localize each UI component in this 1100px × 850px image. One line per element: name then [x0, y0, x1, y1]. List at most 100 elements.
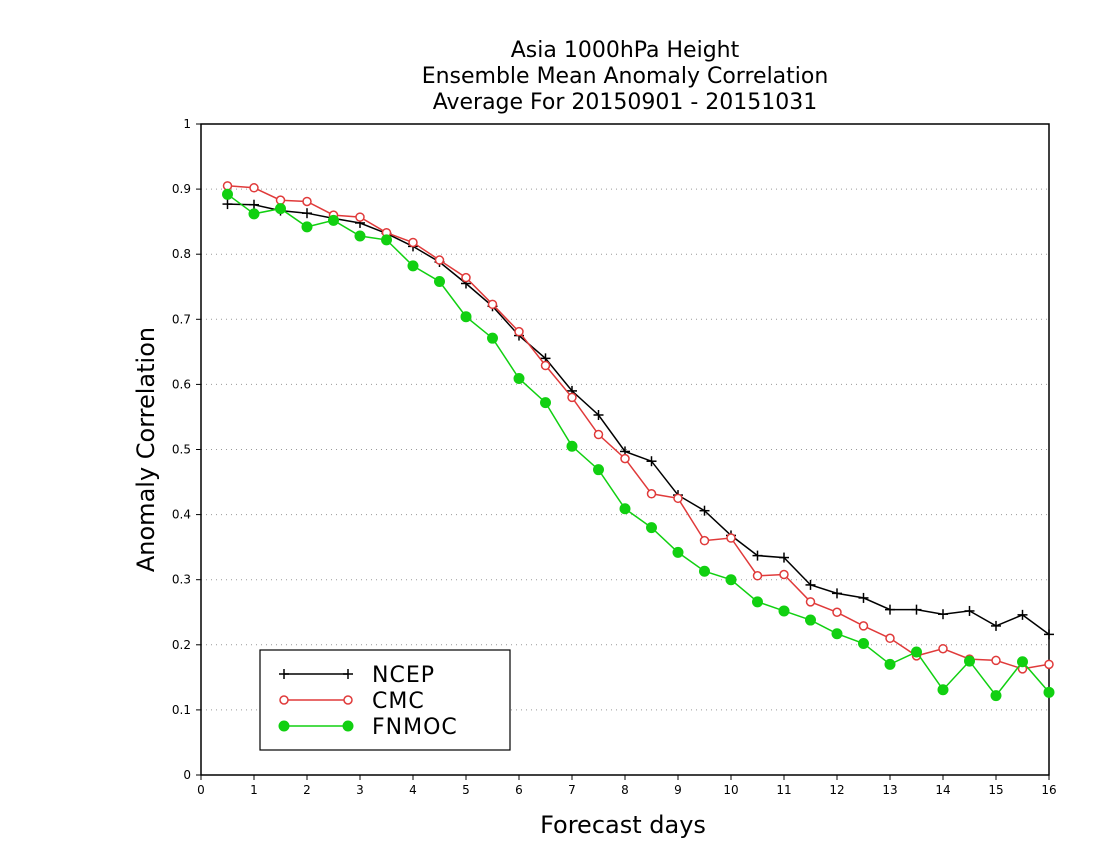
data-point	[301, 221, 313, 233]
data-point	[249, 199, 259, 210]
x-tick-label: 7	[568, 783, 576, 797]
data-point	[620, 453, 630, 464]
data-point	[460, 311, 472, 323]
x-tick-label: 11	[776, 783, 791, 797]
data-point	[343, 669, 353, 679]
data-point	[778, 605, 790, 617]
data-point	[699, 505, 710, 516]
data-point	[858, 592, 869, 603]
data-point	[779, 569, 789, 580]
data-point	[991, 655, 1001, 666]
data-point	[279, 669, 289, 679]
legend-entry-fnmoc: FNMOC	[278, 715, 458, 740]
data-point	[725, 574, 737, 586]
legend-label: CMC	[372, 689, 425, 714]
y-tick-label: 1	[183, 117, 191, 131]
data-point	[248, 208, 260, 220]
data-point	[540, 360, 551, 371]
x-tick-label: 0	[197, 783, 205, 797]
data-point	[832, 588, 842, 599]
x-tick-label: 4	[409, 783, 417, 797]
data-point	[343, 695, 353, 705]
y-tick-label: 0.3	[172, 573, 191, 587]
chart-title-line-2: Ensemble Mean Anomaly Correlation	[421, 64, 829, 89]
x-tick-label: 15	[988, 783, 1003, 797]
x-tick-label: 13	[882, 783, 897, 797]
y-tick-label: 0.5	[172, 443, 191, 457]
series-line	[227, 185, 1050, 670]
data-point	[249, 183, 259, 193]
data-point	[673, 493, 683, 504]
legend-entry-ncep: NCEP	[279, 663, 435, 688]
data-point	[779, 552, 789, 563]
data-point	[646, 456, 657, 467]
data-point	[222, 199, 233, 210]
legend-label: FNMOC	[372, 715, 458, 740]
data-point	[540, 397, 551, 409]
data-point	[752, 550, 763, 561]
data-point	[911, 646, 922, 658]
y-tick-label: 0.4	[172, 508, 191, 522]
x-tick-label: 6	[515, 783, 523, 797]
data-point	[805, 597, 816, 607]
chart-title-line-1: Asia 1000hPa Height	[510, 38, 740, 63]
data-point	[434, 276, 445, 288]
x-tick-label: 3	[356, 783, 364, 797]
data-point	[342, 720, 354, 732]
data-point	[805, 579, 816, 590]
data-point	[1044, 629, 1054, 640]
x-tick-label: 1	[250, 783, 258, 797]
data-point	[275, 195, 286, 205]
x-tick-label: 2	[303, 783, 311, 797]
data-point	[514, 326, 524, 337]
data-point	[302, 208, 312, 219]
data-point	[593, 409, 604, 420]
data-point	[513, 373, 525, 385]
data-point	[938, 609, 948, 620]
data-point	[354, 230, 366, 242]
series-fnmoc	[222, 188, 1055, 702]
data-point	[646, 489, 657, 499]
series-line	[227, 203, 1050, 636]
data-point	[832, 607, 842, 617]
data-point	[566, 440, 578, 452]
data-point	[752, 596, 763, 608]
data-point	[964, 605, 975, 616]
series-ncep	[222, 199, 1054, 640]
series-cmc	[222, 181, 1054, 674]
series-line	[227, 193, 1050, 697]
data-point	[858, 637, 869, 649]
data-point	[911, 604, 922, 615]
data-point	[699, 565, 710, 577]
data-point	[381, 234, 392, 246]
x-axis-label: Forecast days	[540, 811, 706, 839]
x-tick-label: 5	[462, 783, 470, 797]
legend-label: NCEP	[372, 663, 435, 688]
data-point	[937, 684, 949, 696]
data-point	[885, 633, 895, 644]
data-point	[699, 535, 710, 546]
x-tick-label: 12	[829, 783, 844, 797]
data-point	[1017, 609, 1028, 620]
y-tick-label: 0.9	[172, 182, 191, 196]
data-point	[858, 621, 869, 631]
data-point	[278, 720, 290, 732]
data-point	[279, 695, 289, 705]
data-point	[938, 643, 948, 654]
data-point	[355, 212, 365, 222]
y-axis-label: Anomaly Correlation	[132, 327, 160, 572]
data-point	[672, 546, 684, 558]
series-layer	[222, 181, 1055, 702]
data-point	[487, 299, 498, 310]
data-point	[222, 188, 233, 200]
data-point	[885, 604, 895, 615]
y-tick-label: 0.2	[172, 638, 191, 652]
data-point	[1017, 656, 1028, 668]
data-point	[726, 533, 736, 543]
y-tick-label: 0.1	[172, 703, 191, 717]
data-point	[407, 260, 419, 272]
x-tick-label: 9	[674, 783, 682, 797]
data-point	[461, 272, 471, 283]
